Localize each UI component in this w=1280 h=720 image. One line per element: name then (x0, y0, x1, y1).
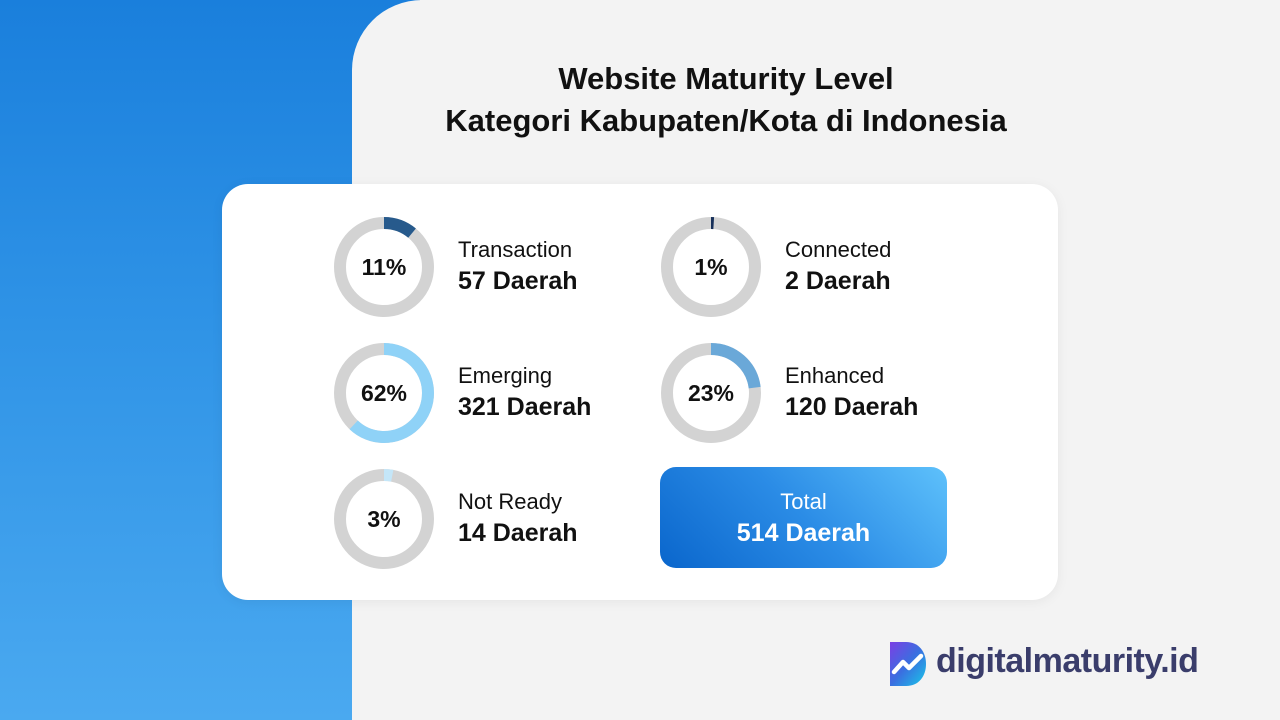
donut-enhanced (661, 343, 761, 443)
brand-d-logo-icon (890, 642, 926, 686)
count-enhanced: 120 Daerah (785, 393, 919, 421)
stat-enhanced: 23% Enhanced 120 Daerah (659, 341, 979, 445)
brand-logo: digitalmaturity.id (888, 638, 1228, 690)
donut-arc-emerging (334, 343, 434, 443)
count-emerging: 321 Daerah (458, 393, 592, 421)
label-transaction: Transaction (458, 237, 573, 262)
title-line-2: Kategori Kabupaten/Kota di Indonesia (445, 103, 1007, 138)
percent-enhanced: 23% (687, 380, 735, 406)
count-not-ready: 14 Daerah (458, 519, 578, 547)
percent-emerging: 62% (360, 380, 408, 406)
label-connected: Connected (785, 237, 892, 262)
chart-title: Website Maturity Level Kategori Kabupate… (352, 58, 1100, 142)
count-transaction: 57 Daerah (458, 267, 578, 295)
stats-card: 11% Transaction 57 Daerah 1% Connected 2… (222, 184, 1058, 600)
stat-not-ready: 3% Not Ready 14 Daerah (332, 467, 652, 571)
stat-transaction: 11% Transaction 57 Daerah (332, 215, 652, 319)
donut-not-ready (334, 469, 434, 569)
label-not-ready: Not Ready (458, 489, 562, 514)
total-box: Total 514 Daerah (660, 467, 947, 568)
donut-transaction (334, 217, 434, 317)
percent-not-ready: 3% (367, 506, 401, 532)
percent-connected: 1% (694, 254, 728, 280)
count-connected: 2 Daerah (785, 267, 891, 295)
label-enhanced: Enhanced (785, 363, 885, 388)
total-value: 514 Daerah (736, 519, 871, 547)
donut-arc-connected (661, 217, 761, 317)
stat-emerging: 62% Emerging 321 Daerah (332, 341, 652, 445)
total-label: Total (780, 489, 827, 514)
title-line-1: Website Maturity Level (558, 61, 894, 96)
donut-arc-not-ready (334, 469, 434, 569)
percent-transaction: 11% (361, 254, 407, 280)
donut-arc-transaction (334, 217, 434, 317)
label-emerging: Emerging (458, 363, 553, 388)
donut-connected (661, 217, 761, 317)
brand-name: digitalmaturity.id (936, 642, 1199, 680)
donut-arc-enhanced (661, 343, 761, 443)
donut-emerging (334, 343, 434, 443)
stat-connected: 1% Connected 2 Daerah (659, 215, 979, 319)
